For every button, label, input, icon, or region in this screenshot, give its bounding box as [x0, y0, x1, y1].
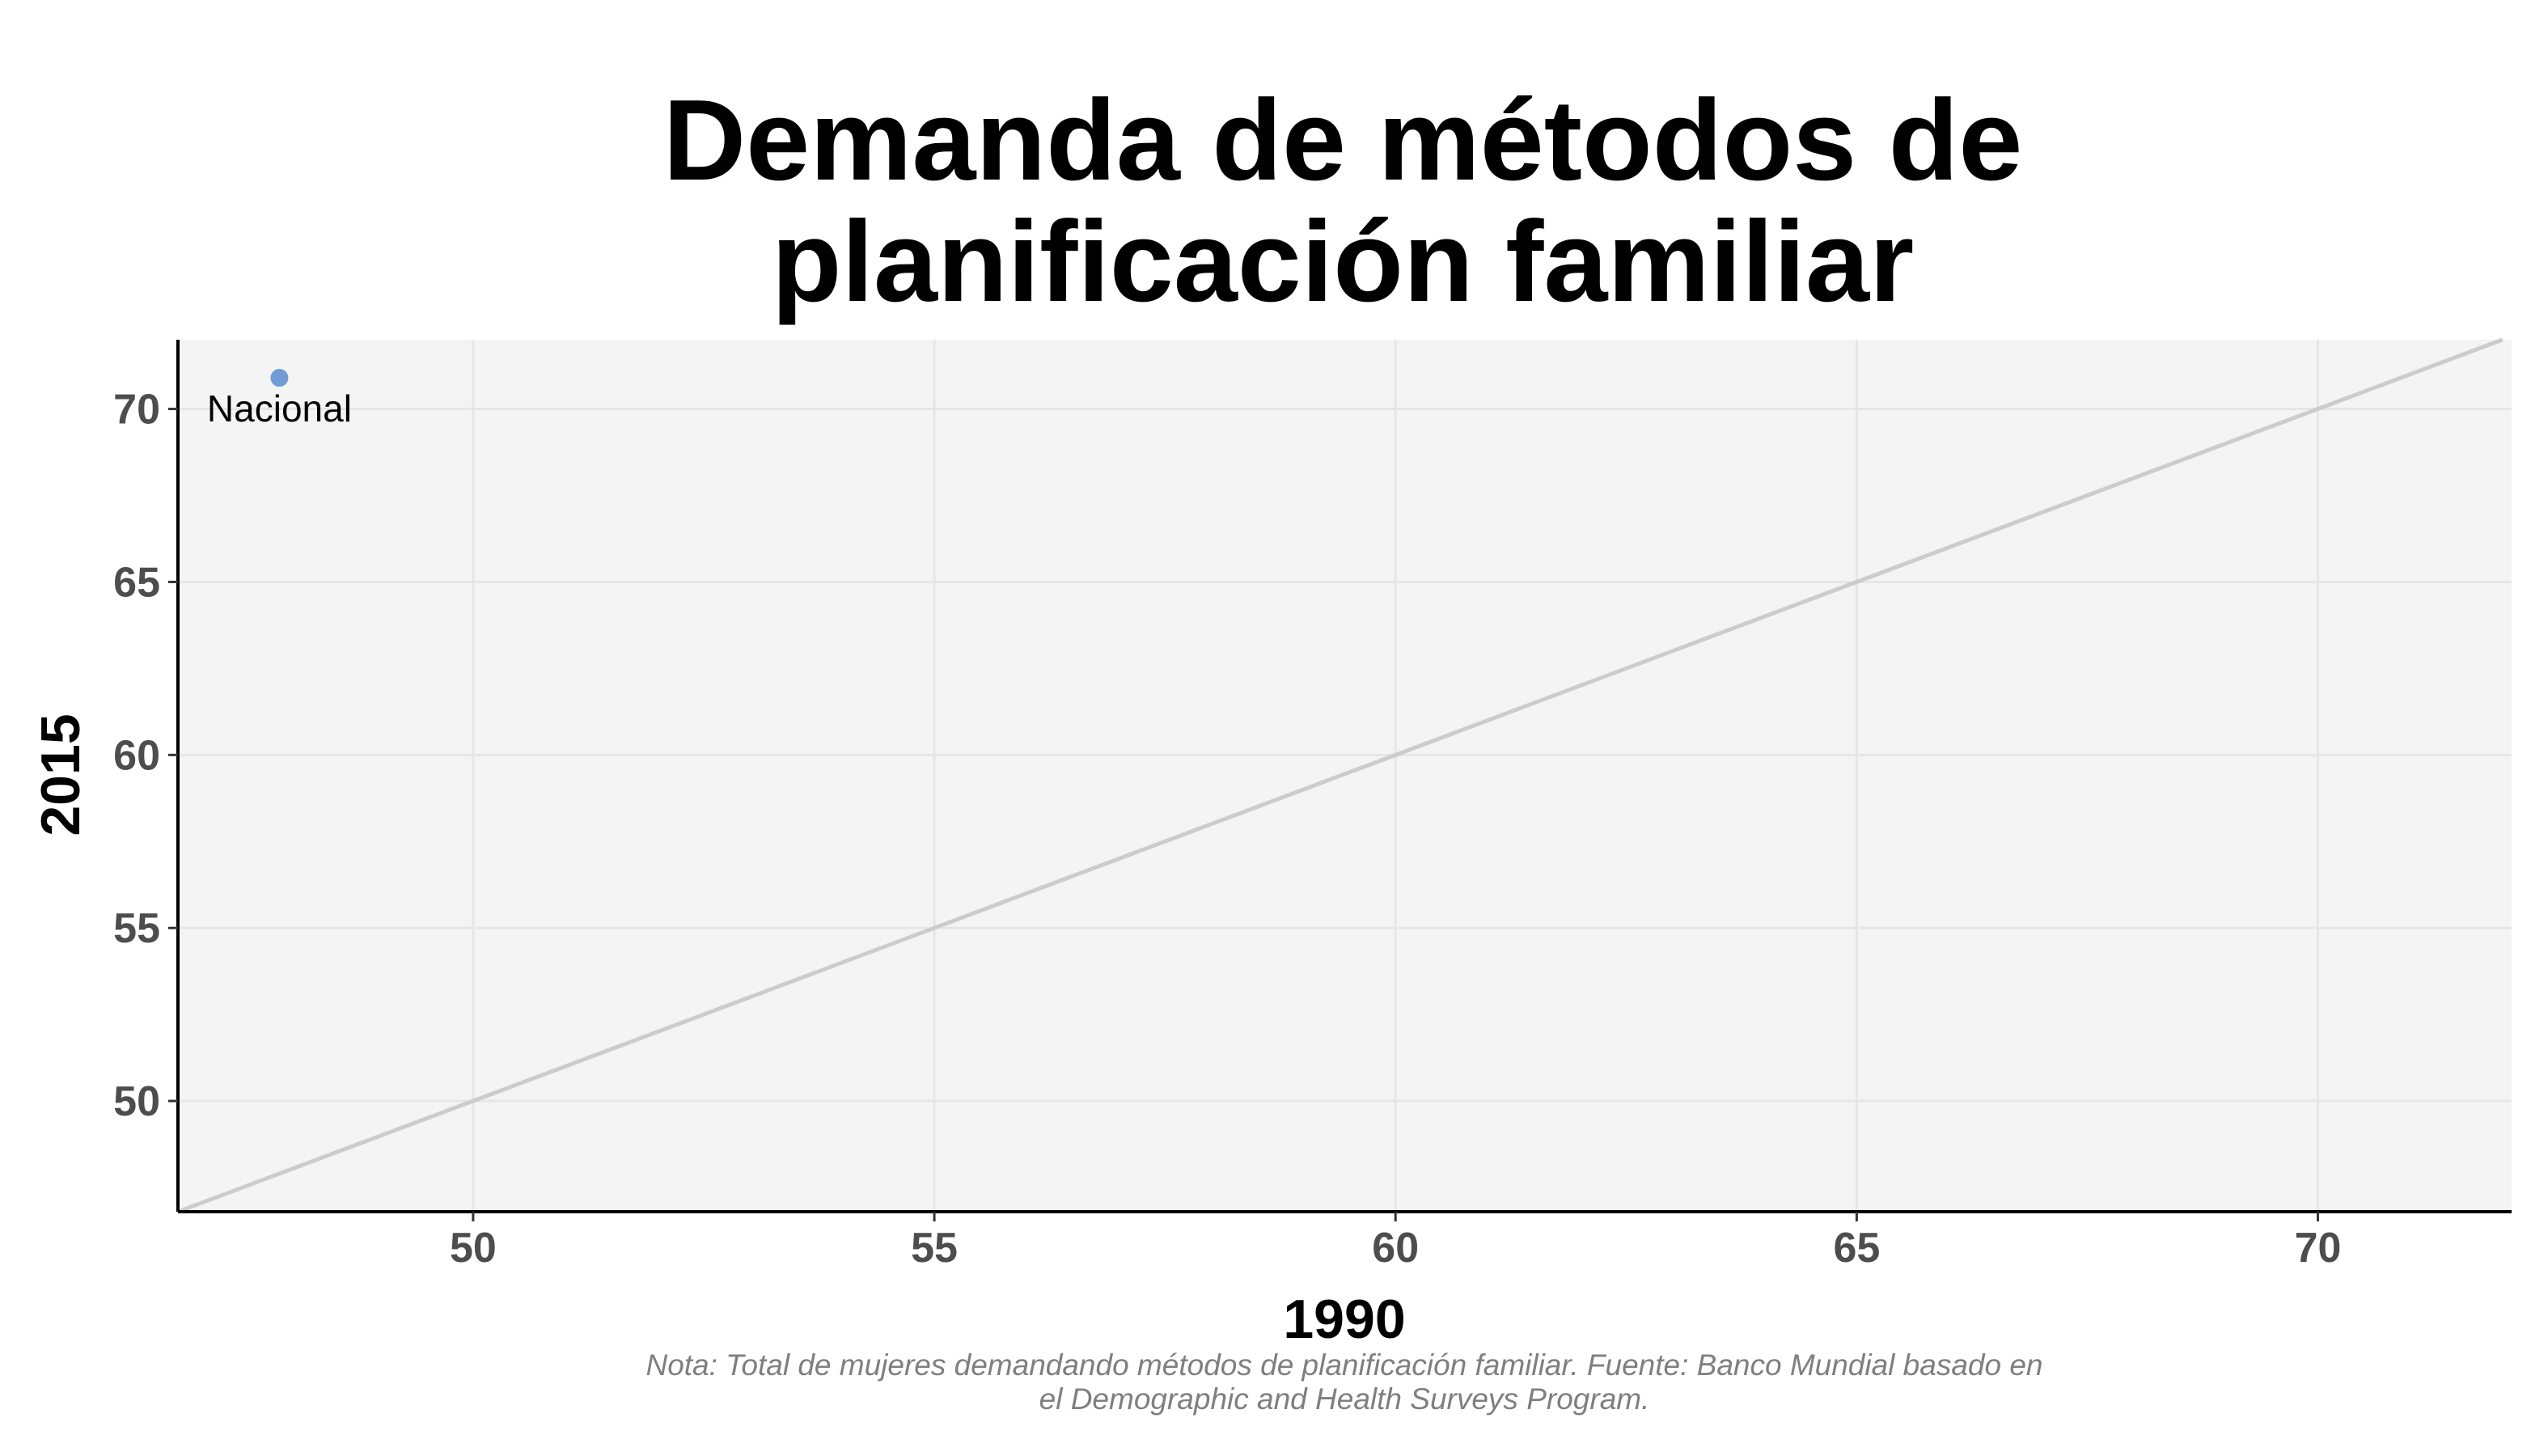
x-tick-label: 55 [911, 1225, 958, 1272]
caption-line-1: Nota: Total de mujeres demandando método… [645, 1348, 2042, 1382]
y-tick-label: 55 [113, 905, 160, 952]
x-tick-label: 50 [450, 1225, 497, 1272]
point-label: Nacional [207, 387, 352, 430]
x-tick-label: 65 [1833, 1225, 1880, 1272]
y-tick-label: 70 [113, 387, 160, 434]
grid-lines [178, 340, 2512, 1212]
y-axis-ticks: 50 55 60 65 70 [113, 387, 178, 1125]
y-axis-title: 2015 [30, 713, 91, 836]
chart-title-line-2: planificación familiar [772, 197, 1915, 326]
data-point [270, 369, 289, 387]
identity-line [177, 337, 2504, 1214]
y-tick-label: 60 [113, 732, 160, 779]
y-tick-label: 65 [113, 559, 160, 606]
y-tick-label: 50 [113, 1078, 160, 1125]
x-tick-label: 60 [1372, 1225, 1419, 1272]
x-axis-title: 1990 [1283, 1289, 1405, 1350]
x-tick-label: 70 [2295, 1225, 2342, 1272]
chart-title-line-1: Demanda de métodos de [663, 76, 2023, 205]
reference-line-group [177, 337, 2504, 1214]
data-points: Nacional [207, 369, 352, 430]
x-axis-ticks: 50 55 60 65 70 [450, 1212, 2341, 1272]
caption-line-2: el Demographic and Health Surveys Progra… [1039, 1382, 1650, 1416]
